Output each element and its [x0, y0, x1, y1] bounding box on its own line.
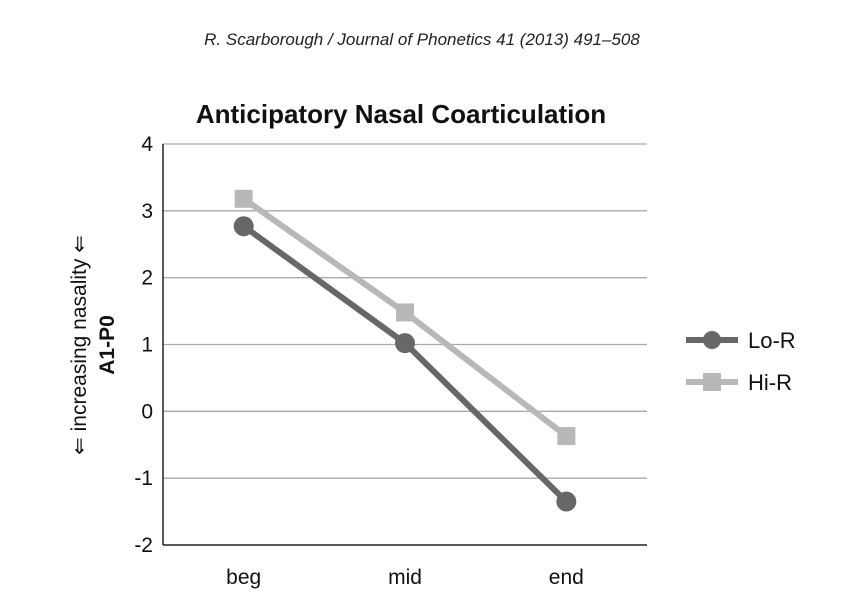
y-tick-4: 4	[141, 133, 153, 156]
y-tick-2: 2	[141, 267, 153, 290]
legend-label-hi-r: Hi-R	[748, 370, 792, 395]
x-tick-labels: beg mid end	[226, 566, 584, 589]
chart-title: Anticipatory Nasal Coarticulation	[196, 99, 606, 129]
y-axis-label-line1: ⇐ increasing nasality ⇐	[68, 235, 91, 455]
x-tick-beg: beg	[226, 566, 261, 589]
y-axis-label-line2: A1-P0	[96, 315, 119, 375]
y-axis-label: ⇐ increasing nasality ⇐ A1-P0	[68, 235, 119, 455]
point-lo-r-beg	[233, 216, 254, 237]
y-tick--1: -1	[134, 467, 153, 490]
legend-marker-hi-r	[703, 373, 721, 391]
point-lo-r-end	[556, 491, 577, 512]
legend-label-lo-r: Lo-R	[748, 328, 796, 353]
legend: Lo-R Hi-R	[686, 328, 796, 395]
point-hi-r-beg	[234, 189, 253, 208]
legend-marker-lo-r	[703, 331, 721, 349]
x-tick-mid: mid	[388, 566, 422, 589]
point-hi-r-end	[557, 427, 576, 446]
y-tick-labels: -2 -1 0 1 2 3 4	[134, 133, 153, 557]
y-tick-3: 3	[141, 200, 153, 223]
y-tick--2: -2	[134, 534, 153, 557]
point-lo-r-mid	[395, 333, 415, 354]
series-line-lo-r	[241, 223, 569, 504]
point-hi-r-mid	[396, 303, 414, 322]
series-group	[233, 189, 577, 512]
y-tick-0: 0	[141, 400, 153, 423]
x-tick-end: end	[549, 566, 584, 589]
y-tick-1: 1	[141, 334, 153, 357]
journal-header: R. Scarborough / Journal of Phonetics 41…	[204, 30, 640, 49]
